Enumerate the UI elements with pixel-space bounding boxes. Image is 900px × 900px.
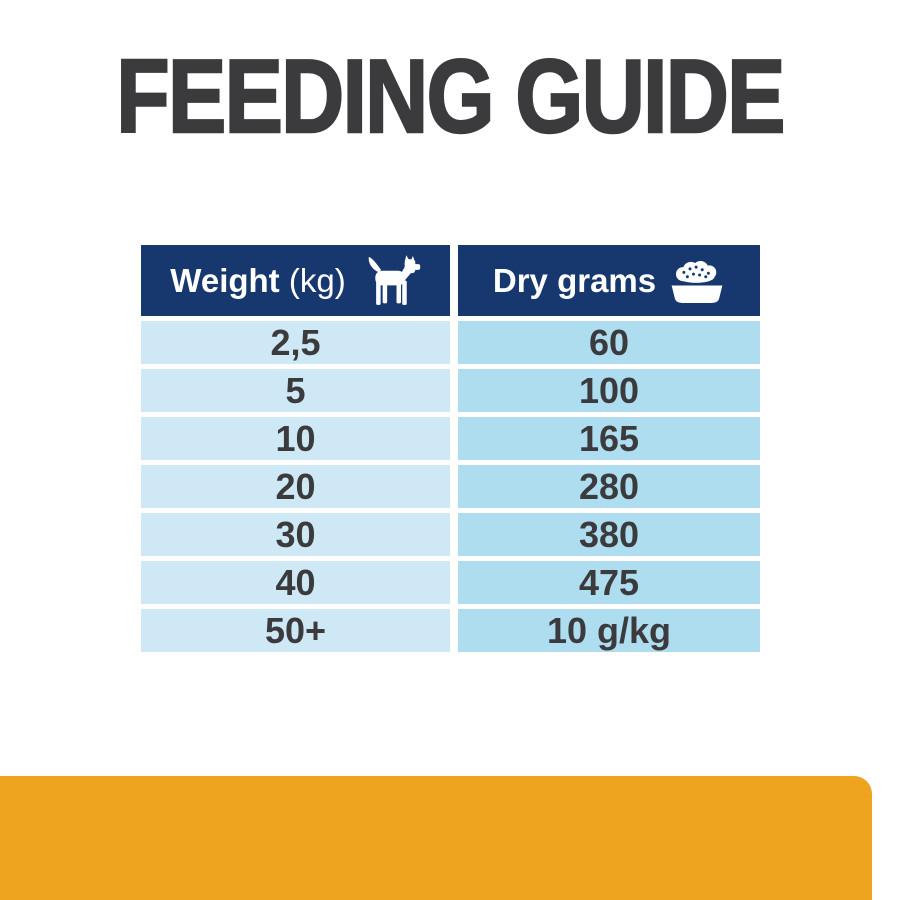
column-header-weight: Weight (kg) xyxy=(141,245,450,316)
weight-cell: 40 xyxy=(141,561,450,604)
kibble-dots xyxy=(682,265,710,278)
dry-grams-cell: 280 xyxy=(458,465,760,508)
feeding-table: Weight (kg) Dry grams xyxy=(141,245,760,652)
dry-grams-cell: 10 g/kg xyxy=(458,609,760,652)
dry-grams-cell: 165 xyxy=(458,417,760,460)
dry-grams-cell: 475 xyxy=(458,561,760,604)
column-header-dry-grams: Dry grams xyxy=(458,245,760,316)
weight-header-text: Weight (kg) xyxy=(170,262,345,300)
dry-grams-cell: 100 xyxy=(458,369,760,412)
weight-label: Weight xyxy=(170,261,280,299)
orange-footer-bar xyxy=(0,776,872,900)
weight-unit-label: (kg) xyxy=(288,261,346,299)
dry-grams-cell: 60 xyxy=(458,321,760,364)
weight-cell: 5 xyxy=(141,369,450,412)
weight-cell: 2,5 xyxy=(141,321,450,364)
food-bowl-icon xyxy=(671,260,723,303)
dog-icon xyxy=(368,255,420,305)
weight-cell: 50+ xyxy=(141,609,450,652)
page-title: FEEDING GUIDE xyxy=(115,38,786,157)
dry-grams-cell: 380 xyxy=(458,513,760,556)
weight-cell: 30 xyxy=(141,513,450,556)
weight-cell: 10 xyxy=(141,417,450,460)
weight-cell: 20 xyxy=(141,465,450,508)
dry-grams-label: Dry grams xyxy=(492,261,657,299)
